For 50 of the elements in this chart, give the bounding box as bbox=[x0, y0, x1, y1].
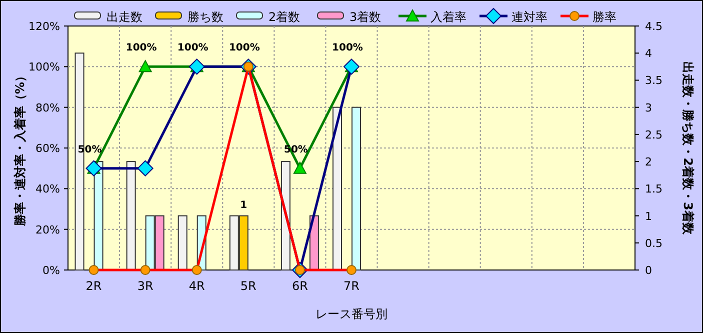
y2-tick-label: 4 bbox=[645, 47, 652, 60]
y2-tick-label: 0.5 bbox=[645, 236, 662, 250]
bar bbox=[332, 106, 342, 270]
x-tick-label: 3R bbox=[137, 279, 154, 293]
y2-tick-label: 2.5 bbox=[645, 128, 662, 142]
y-tick-label: 100% bbox=[28, 60, 60, 74]
y-tick-label: 40% bbox=[36, 182, 60, 196]
bar bbox=[145, 215, 155, 270]
y-axis-title: 勝率・連対率・入着率（%） bbox=[13, 70, 27, 228]
point bbox=[188, 58, 205, 75]
bar bbox=[178, 215, 188, 270]
y-tick-label: 60% bbox=[36, 142, 60, 155]
data-label: 100% bbox=[332, 42, 363, 54]
data-label: 100% bbox=[126, 42, 157, 54]
point bbox=[344, 58, 360, 75]
y2-tick-label: 1.5 bbox=[645, 182, 662, 196]
y2-tick-label: 3.5 bbox=[645, 74, 662, 88]
y2-tick-label: 0 bbox=[645, 264, 652, 277]
y2-tick-label: 2 bbox=[645, 156, 652, 169]
y2-axis-title: 出走数・勝ち数・2着数・3着数 bbox=[681, 62, 695, 236]
data-label: 1 bbox=[240, 200, 248, 211]
legend-label: 勝率 bbox=[592, 10, 616, 24]
point bbox=[138, 60, 152, 72]
y-tick-label: 20% bbox=[36, 223, 60, 236]
point bbox=[293, 162, 306, 174]
data-label: 100% bbox=[228, 42, 260, 54]
legend-label: 勝ち数 bbox=[188, 10, 224, 24]
bar bbox=[352, 106, 361, 270]
bar bbox=[126, 161, 136, 270]
x-tick-label: 5R bbox=[240, 279, 256, 293]
legend-label: 連対率 bbox=[512, 10, 548, 24]
bar bbox=[280, 161, 290, 270]
legend-label: 2着数 bbox=[268, 10, 300, 24]
legend-label: 3着数 bbox=[350, 10, 382, 24]
y2-tick-label: 3 bbox=[645, 101, 652, 114]
legend-label: 出走数 bbox=[106, 10, 142, 24]
x-tick-label: 6R bbox=[292, 279, 308, 293]
data-label: 100% bbox=[177, 42, 208, 54]
x-tick-label: 2R bbox=[86, 279, 102, 293]
x-tick-label: 4R bbox=[188, 279, 205, 293]
x-axis-title: レース番号別 bbox=[316, 307, 388, 321]
legend-label: 入着率 bbox=[430, 10, 466, 24]
y-tick-label: 80% bbox=[36, 101, 60, 114]
point bbox=[86, 160, 102, 176]
y-tick-label: 120% bbox=[28, 20, 60, 33]
point bbox=[137, 160, 154, 176]
x-tick-label: 7R bbox=[344, 279, 360, 293]
y-tick-label: 0% bbox=[42, 264, 60, 277]
y2-tick-label: 4.5 bbox=[645, 20, 662, 33]
y2-tick-label: 1 bbox=[645, 210, 652, 223]
